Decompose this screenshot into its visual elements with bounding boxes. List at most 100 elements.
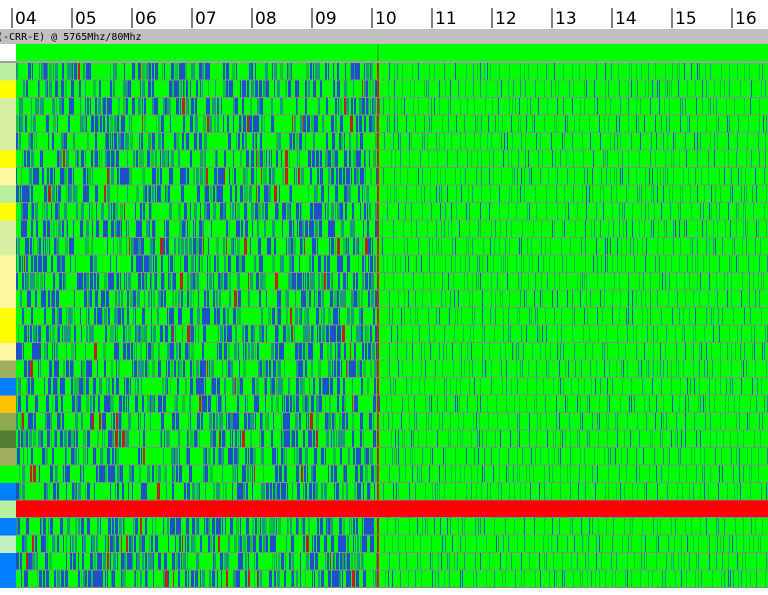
- stripe: [313, 325, 314, 342]
- stripe: [708, 168, 709, 185]
- stripe: [296, 378, 299, 395]
- stripe: [508, 448, 509, 465]
- stripe: [217, 150, 218, 167]
- stripe: [362, 518, 363, 535]
- stripe: [465, 133, 466, 150]
- stripe: [401, 325, 402, 342]
- stripe: [724, 273, 725, 290]
- stripe: [87, 168, 88, 185]
- stripe: [138, 255, 140, 272]
- stripe: [114, 150, 115, 167]
- stripe: [758, 273, 759, 290]
- stripe: [572, 290, 573, 307]
- stripe: [465, 535, 466, 552]
- stripe: [743, 465, 744, 482]
- stripe: [470, 325, 471, 342]
- stripe: [367, 378, 369, 395]
- row-swatch: [0, 570, 16, 588]
- stripe: [555, 430, 556, 447]
- stripe: [132, 465, 134, 482]
- stripe: [207, 115, 209, 132]
- stripe: [513, 465, 514, 482]
- stripe: [706, 308, 707, 325]
- stripe: [239, 360, 240, 377]
- stripe: [404, 290, 405, 307]
- stripe: [196, 168, 199, 185]
- stripe: [214, 255, 216, 272]
- stripe: [24, 570, 25, 587]
- stripe: [524, 290, 525, 307]
- stripe: [587, 308, 588, 325]
- stripe: [376, 168, 377, 185]
- stripe: [251, 430, 252, 447]
- stripe: [199, 238, 202, 255]
- stripe: [190, 273, 193, 290]
- stripe: [580, 570, 581, 587]
- stripe: [755, 290, 756, 307]
- stripe: [724, 80, 725, 97]
- stripe: [224, 553, 225, 570]
- marker: [377, 80, 379, 97]
- stripe: [250, 98, 252, 115]
- stripe: [51, 360, 52, 377]
- stripe: [605, 80, 606, 97]
- stripe: [74, 430, 75, 447]
- stripe: [209, 413, 212, 430]
- stripe: [431, 98, 432, 115]
- stripe: [24, 535, 26, 552]
- stripe: [138, 238, 141, 255]
- stripe: [230, 325, 232, 342]
- stripe: [663, 168, 664, 185]
- stripe: [337, 238, 340, 255]
- stripe: [28, 378, 30, 395]
- stripe: [35, 535, 37, 552]
- stripe: [392, 308, 393, 325]
- stripe: [293, 395, 295, 412]
- stripe: [450, 98, 451, 115]
- stripe: [437, 395, 438, 412]
- stripe: [68, 185, 69, 202]
- stripe: [145, 185, 147, 202]
- stripe: [450, 413, 451, 430]
- stripe: [585, 220, 586, 237]
- stripe: [81, 360, 82, 377]
- stripe: [566, 255, 567, 272]
- stripe: [80, 273, 83, 290]
- stripe: [148, 80, 151, 97]
- tick-label: 09: [315, 9, 337, 29]
- stripe: [659, 98, 660, 115]
- stripe: [160, 150, 161, 167]
- row-bg: [16, 483, 768, 500]
- stripe: [19, 255, 21, 272]
- stripe: [751, 518, 752, 535]
- stripe: [418, 98, 419, 115]
- stripe: [471, 465, 472, 482]
- stripe: [584, 98, 585, 115]
- stripe: [361, 378, 363, 395]
- stripe: [565, 430, 566, 447]
- stripe: [313, 133, 315, 150]
- stripe: [343, 535, 346, 552]
- stripe: [422, 518, 423, 535]
- stripe: [375, 80, 377, 97]
- stripe: [316, 150, 319, 167]
- stripe: [325, 553, 326, 570]
- stripe: [339, 570, 341, 587]
- stripe: [392, 535, 393, 552]
- stripe: [83, 378, 85, 395]
- stripe: [611, 553, 612, 570]
- stripe: [321, 308, 322, 325]
- stripe: [152, 63, 154, 80]
- stripe: [218, 448, 219, 465]
- stripe: [561, 238, 562, 255]
- stripe: [91, 570, 93, 587]
- stripe: [357, 63, 360, 80]
- stripe: [449, 570, 450, 587]
- stripe: [193, 220, 194, 237]
- stripe: [521, 133, 522, 150]
- stripe: [297, 273, 299, 290]
- stripe: [247, 535, 250, 552]
- stripe: [728, 133, 729, 150]
- stripe: [719, 255, 720, 272]
- stripe: [709, 203, 710, 220]
